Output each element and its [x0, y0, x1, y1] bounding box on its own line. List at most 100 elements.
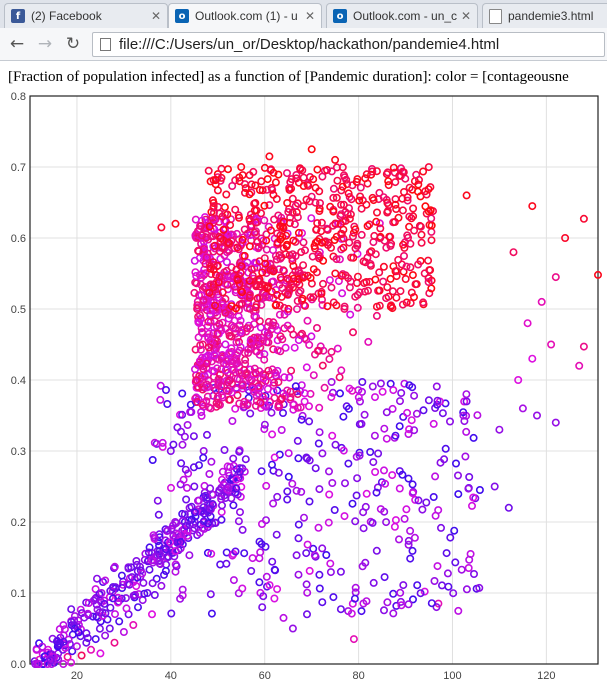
data-point: [268, 185, 277, 194]
data-point: [132, 556, 141, 565]
data-point: [248, 384, 257, 393]
tab-facebook[interactable]: f (2) Facebook ✕: [4, 3, 168, 28]
data-point: [297, 415, 306, 424]
data-point: [190, 256, 199, 265]
data-point: [383, 598, 392, 607]
data-point: [320, 383, 329, 392]
back-button[interactable]: ←: [6, 33, 28, 55]
data-point: [278, 335, 287, 344]
data-point: [196, 345, 205, 354]
reload-button[interactable]: ↻: [62, 33, 84, 55]
data-point: [183, 420, 192, 429]
data-point: [256, 398, 265, 407]
data-point: [441, 444, 450, 453]
data-point: [398, 470, 407, 479]
data-point: [208, 499, 217, 508]
data-point: [372, 217, 381, 226]
data-point: [276, 235, 285, 244]
data-point: [154, 510, 163, 519]
data-point: [195, 375, 204, 384]
data-point: [528, 354, 537, 363]
data-point: [379, 262, 388, 271]
data-point: [218, 501, 227, 510]
tab-outlook-1[interactable]: o Outlook.com (1) - u ✕: [168, 3, 322, 28]
data-point: [432, 382, 441, 391]
y-tick-label: 0.2: [11, 517, 26, 529]
data-point: [34, 659, 43, 668]
data-point: [197, 231, 206, 240]
tab-pandemie3[interactable]: pandemie3.html: [482, 3, 607, 28]
close-icon[interactable]: ✕: [304, 9, 315, 23]
data-point: [427, 599, 436, 608]
data-point: [290, 343, 299, 352]
data-point: [407, 416, 416, 425]
data-point: [240, 180, 249, 189]
data-point: [204, 376, 213, 385]
data-point: [383, 208, 392, 217]
forward-button[interactable]: →: [34, 33, 56, 55]
data-point: [369, 578, 378, 587]
data-point: [208, 366, 217, 375]
data-point: [332, 163, 341, 172]
close-icon[interactable]: ✕: [460, 9, 471, 23]
data-point: [182, 495, 191, 504]
data-point: [166, 538, 175, 547]
data-point: [424, 256, 433, 265]
data-point: [509, 248, 518, 257]
data-point: [227, 475, 236, 484]
data-point: [315, 428, 324, 437]
data-point: [173, 530, 182, 539]
data-point: [305, 497, 314, 506]
data-point: [245, 280, 254, 289]
data-point: [424, 163, 433, 172]
data-point: [284, 289, 293, 298]
data-point: [391, 178, 400, 187]
data-point: [276, 222, 285, 231]
data-point: [224, 165, 233, 174]
data-point: [231, 404, 240, 413]
data-point: [284, 449, 293, 458]
data-point: [288, 194, 297, 203]
x-tick-label: 100: [443, 670, 461, 682]
data-point: [161, 566, 170, 575]
data-point: [269, 277, 278, 286]
data-point: [300, 389, 309, 398]
data-point: [280, 373, 289, 382]
tab-outlook-2[interactable]: o Outlook.com - un_c ✕: [326, 3, 478, 28]
data-point: [129, 591, 138, 600]
data-point: [101, 609, 110, 618]
data-point: [243, 401, 252, 410]
data-point: [150, 590, 159, 599]
data-point: [198, 400, 207, 409]
data-point: [365, 220, 374, 229]
data-point: [191, 215, 200, 224]
data-point: [191, 365, 200, 374]
address-bar[interactable]: file:///C:/Users/un_or/Desktop/hackathon…: [92, 32, 605, 57]
data-point: [340, 304, 349, 313]
data-point: [214, 278, 223, 287]
data-point: [161, 545, 170, 554]
data-point: [267, 408, 276, 417]
close-icon[interactable]: ✕: [150, 9, 161, 23]
data-point: [300, 397, 309, 406]
data-point: [380, 424, 389, 433]
x-tick-label: 20: [71, 670, 83, 682]
data-point: [190, 508, 199, 517]
data-point: [318, 598, 327, 607]
data-point: [462, 390, 471, 399]
data-point: [247, 265, 256, 274]
data-point: [258, 337, 267, 346]
data-point: [270, 453, 279, 462]
data-point: [232, 229, 241, 238]
data-point: [251, 181, 260, 190]
data-point: [283, 199, 292, 208]
data-point: [196, 311, 205, 320]
data-point: [269, 499, 278, 508]
data-point: [274, 468, 283, 477]
data-point: [238, 171, 247, 180]
data-point: [271, 368, 280, 377]
data-point: [332, 301, 341, 310]
data-point: [256, 209, 265, 218]
data-point: [379, 466, 388, 475]
data-point: [187, 407, 196, 416]
